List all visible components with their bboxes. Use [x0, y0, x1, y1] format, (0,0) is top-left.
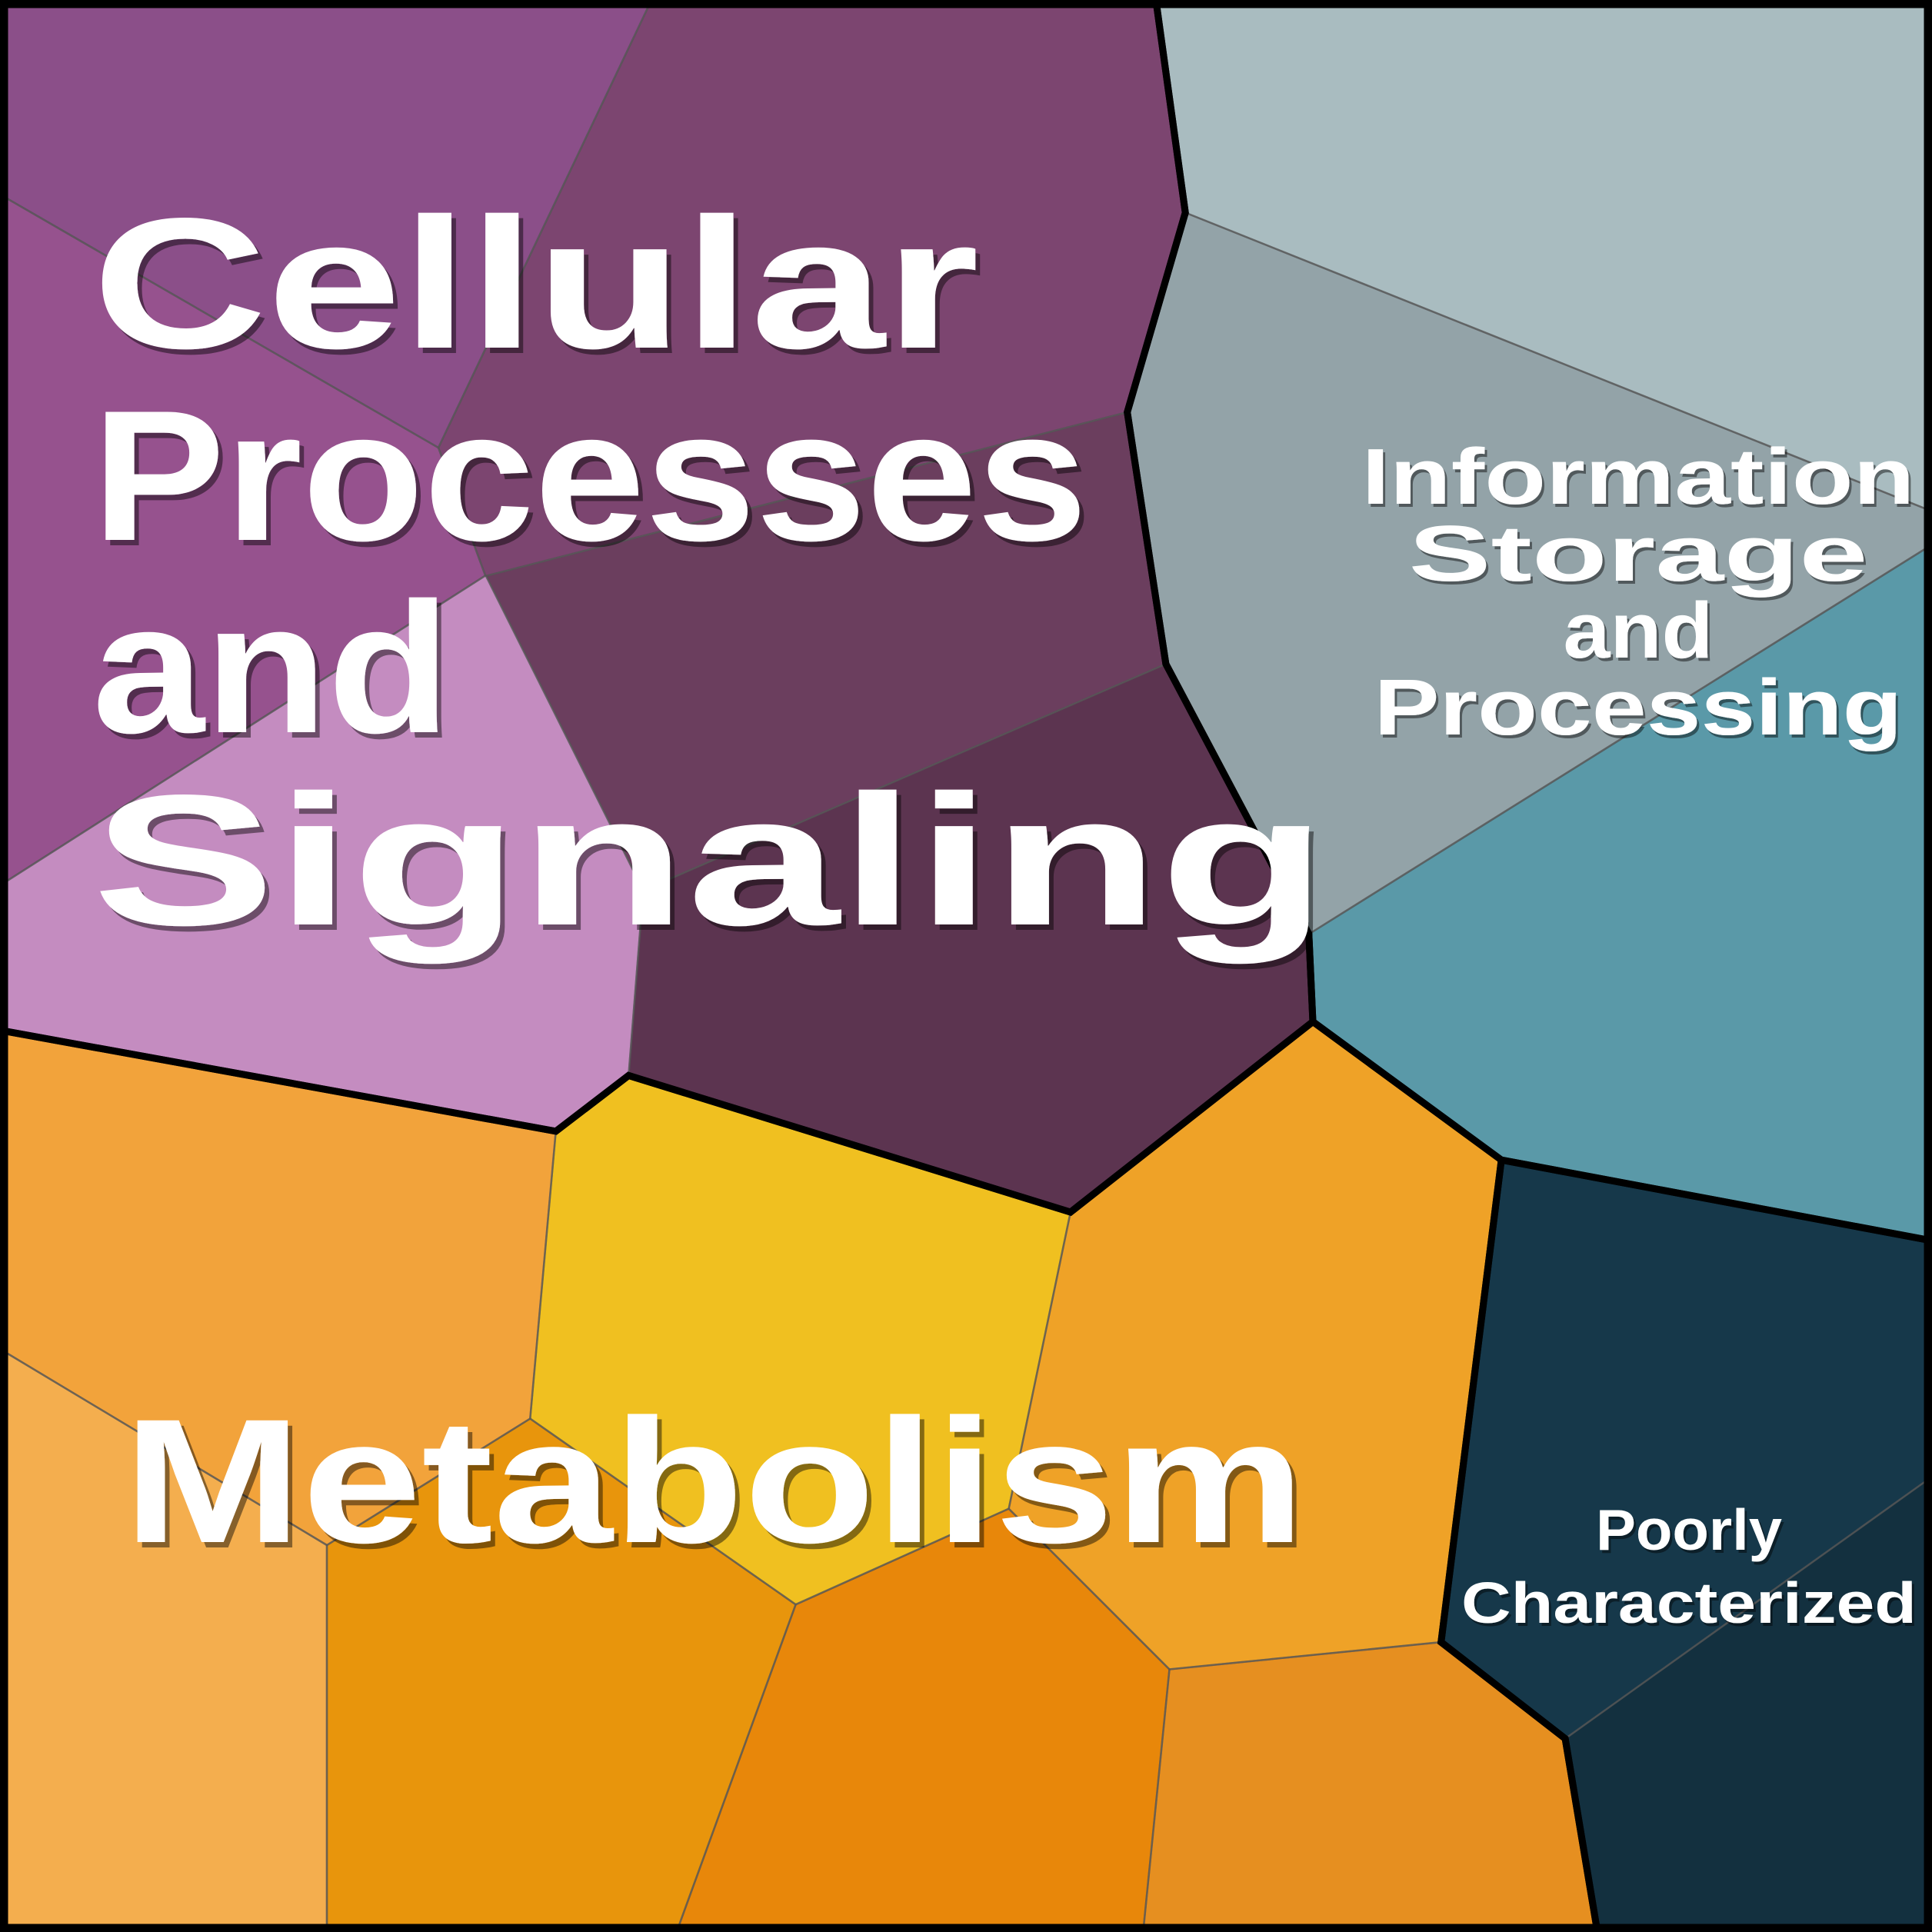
- svg-text:Storage: Storage: [1409, 509, 1868, 598]
- svg-text:Processes: Processes: [92, 372, 1088, 580]
- svg-text:Poorly: Poorly: [1596, 1497, 1782, 1562]
- svg-text:Processing: Processing: [1374, 663, 1903, 751]
- svg-text:Information: Information: [1362, 432, 1915, 521]
- svg-text:Metabolism: Metabolism: [123, 1382, 1305, 1580]
- svg-text:Characterized: Characterized: [1461, 1571, 1917, 1635]
- svg-text:Cellular: Cellular: [92, 180, 979, 388]
- svg-text:and: and: [1564, 586, 1714, 675]
- svg-text:Signaling: Signaling: [92, 757, 1327, 964]
- svg-text:and: and: [92, 565, 451, 772]
